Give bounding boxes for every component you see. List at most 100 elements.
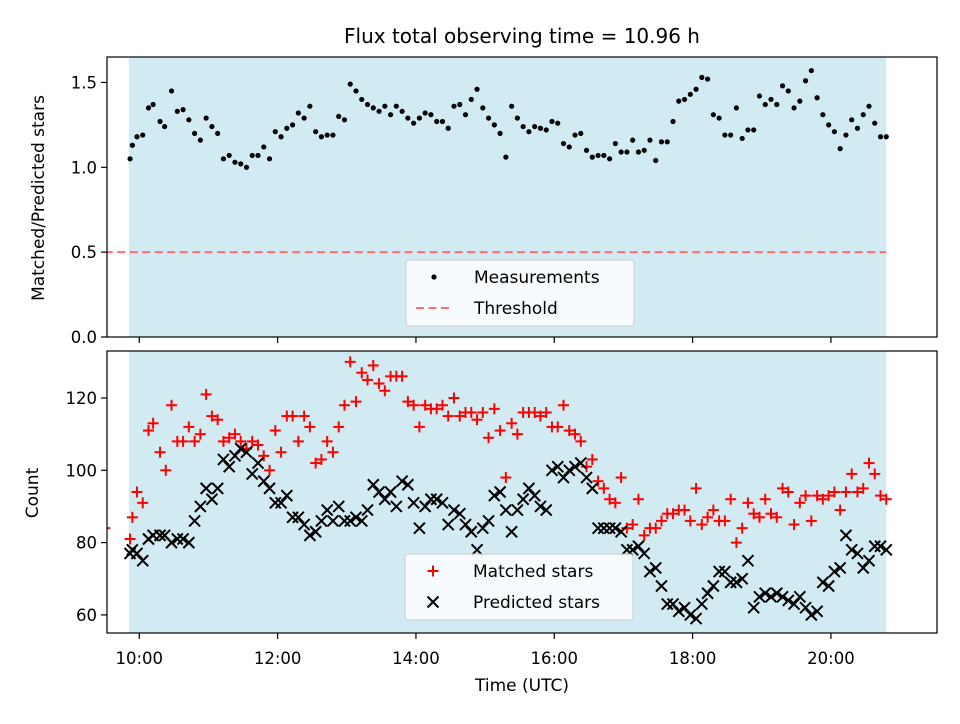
predicted-stars-point-b — [344, 514, 357, 528]
predicted-stars-point-b — [482, 514, 495, 528]
measurements-point — [491, 122, 497, 128]
matched-stars-point — [258, 450, 270, 462]
predicted-stars-point-b — [793, 590, 807, 604]
predicted-stars-point — [563, 464, 576, 477]
predicted-stars-point-b — [678, 601, 691, 614]
predicted-stars-point-b — [194, 500, 207, 513]
matched-stars-point — [811, 490, 823, 502]
predicted-stars-point — [747, 601, 760, 614]
predicted-stars-point-b — [637, 547, 651, 560]
matched-stars-point — [598, 482, 610, 494]
measurements-point — [762, 101, 768, 108]
measurements-point — [209, 123, 215, 130]
measurements-point — [336, 113, 342, 119]
matched-stars-point — [402, 396, 414, 408]
measurements-point — [595, 152, 601, 159]
predicted-stars-point — [586, 482, 599, 495]
bottom-y-tick-label: 80 — [76, 534, 97, 553]
matched-stars-point — [124, 533, 136, 545]
matched-stars-point — [333, 421, 345, 433]
predicted-stars-point-b — [649, 561, 662, 575]
predicted-stars-point — [511, 503, 524, 517]
matched-stars-point — [315, 453, 327, 465]
predicted-stars-point — [303, 529, 317, 542]
predicted-stars-point — [776, 590, 789, 604]
measurements-point — [364, 101, 371, 108]
predicted-stars-point-b — [816, 576, 830, 589]
matched-stars-point — [126, 511, 138, 523]
matched-stars-point — [586, 453, 598, 465]
matched-stars-point — [477, 406, 489, 418]
matched-stars-point — [396, 370, 408, 382]
measurements-point — [428, 112, 434, 118]
top-y-tick-label: 1.0 — [71, 158, 97, 177]
measurements-point — [676, 98, 682, 104]
bottom-axes-frame — [106, 350, 938, 634]
top-data — [107, 67, 889, 339]
predicted-stars-point — [735, 572, 749, 585]
matched-stars-point — [321, 435, 333, 447]
predicted-stars-point-b — [171, 532, 184, 546]
measurements-point — [722, 132, 728, 138]
predicted-stars-point — [689, 612, 703, 625]
predicted-stars-point-b — [130, 547, 144, 560]
predicted-stars-point — [390, 500, 403, 513]
matched-stars-point — [632, 493, 644, 505]
predicted-stars-point — [666, 597, 680, 611]
predicted-stars-point-b — [384, 485, 397, 499]
matched-stars-point — [604, 493, 616, 505]
matched-stars-point — [771, 511, 783, 523]
matched-stars-point — [206, 410, 218, 422]
matched-stars-point — [131, 486, 143, 498]
predicted-stars-point — [862, 554, 876, 567]
predicted-stars-point-b — [511, 503, 524, 517]
predicted-stars-point-b — [672, 605, 685, 618]
measurements-point — [382, 103, 388, 109]
measurements-point — [774, 101, 780, 108]
measurements-point — [457, 101, 463, 108]
predicted-stars-point — [326, 514, 340, 528]
predicted-stars-point-b — [217, 453, 230, 466]
predicted-stars-point-b — [332, 500, 345, 513]
predicted-stars-point-b — [222, 460, 236, 473]
measurements-point — [549, 118, 555, 125]
top-y-axis-label: Matched/Predicted stars — [29, 95, 49, 301]
matched-stars-point — [684, 515, 696, 527]
measurements-point — [883, 134, 889, 140]
predicted-stars-point-b — [735, 572, 749, 585]
measurements-point — [405, 115, 411, 121]
matched-stars-point — [575, 435, 587, 447]
measurements-point — [411, 120, 417, 126]
predicted-stars-point-b — [655, 579, 668, 593]
measurements-point — [197, 137, 203, 143]
predicted-stars-point — [822, 579, 835, 593]
predicted-stars-point — [234, 442, 247, 455]
matched-stars-point — [356, 367, 368, 379]
legend-measurements-marker — [431, 274, 437, 280]
matched-stars-point — [563, 425, 575, 437]
predicted-stars-point-b — [315, 514, 328, 528]
matched-stars-point — [166, 399, 178, 411]
predicted-stars-point — [280, 489, 294, 502]
measurements-point — [341, 117, 348, 123]
measurements-point — [854, 125, 861, 131]
predicted-stars-point — [782, 594, 795, 607]
predicted-stars-point — [176, 532, 190, 546]
predicted-stars-point-b — [303, 529, 317, 542]
matched-stars-point — [350, 396, 362, 408]
predicted-stars-point — [292, 511, 305, 524]
predicted-stars-point — [217, 453, 230, 466]
predicted-stars-point-b — [309, 525, 322, 538]
matched-stars-point — [863, 457, 875, 469]
matched-stars-point — [483, 432, 495, 444]
measurements-point — [826, 122, 832, 128]
measurements-point — [445, 125, 451, 131]
measurements-point — [589, 154, 595, 160]
predicted-stars-point — [707, 579, 720, 593]
predicted-stars-point — [188, 514, 201, 528]
measurements-point — [733, 105, 740, 111]
predicted-stars-point-b — [447, 503, 461, 517]
predicted-stars-point-b — [747, 601, 760, 614]
measurements-point — [485, 115, 492, 121]
predicted-stars-point — [574, 456, 587, 470]
